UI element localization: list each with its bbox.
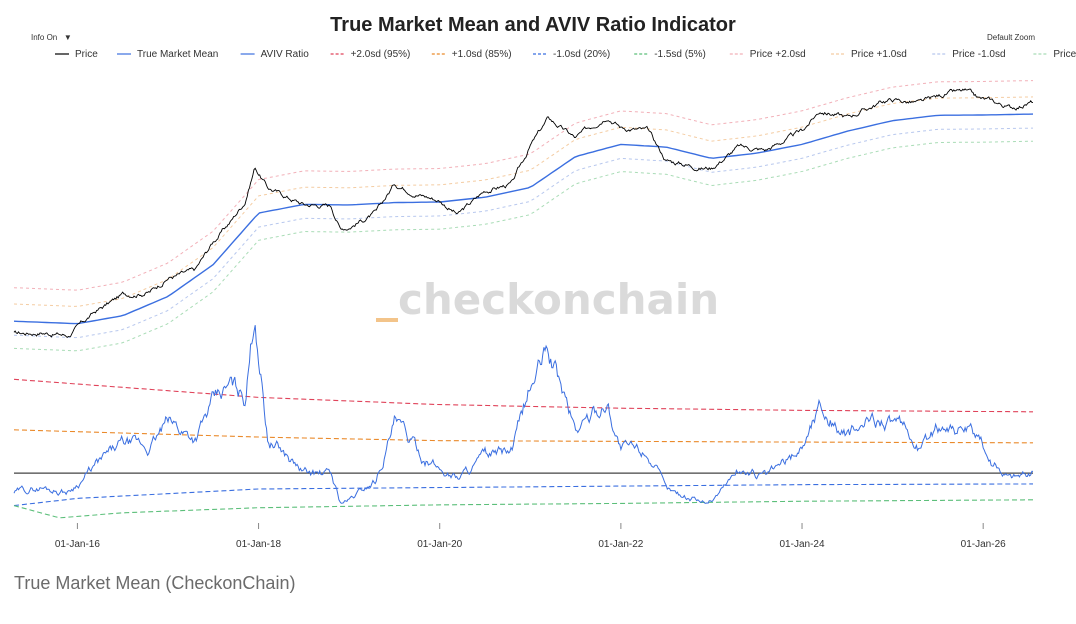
legend-item-tmm[interactable]: True Market Mean bbox=[117, 49, 218, 60]
chevron-down-icon: ▼ bbox=[63, 33, 72, 42]
legend-label-band_m1: Price -1.0sd bbox=[952, 49, 1005, 60]
legend-item-band_m1[interactable]: Price -1.0sd bbox=[932, 49, 1006, 60]
legend-item-sd_p2[interactable]: +2.0sd (95%) bbox=[330, 49, 411, 60]
x-tick-label: 01-Jan-16 bbox=[55, 539, 100, 550]
legend-item-band_p2[interactable]: Price +2.0sd bbox=[729, 49, 806, 60]
info-toggle-label: Info On bbox=[31, 33, 58, 42]
price-panel[interactable] bbox=[13, 80, 1034, 352]
sd-line-sd_minus_1_5 bbox=[13, 499, 1033, 519]
legend-item-sd_p1[interactable]: +1.0sd (85%) bbox=[431, 49, 512, 60]
watermark-accent bbox=[376, 318, 398, 322]
x-axis: 01-Jan-16 01-Jan-18 01-Jan-20 01-Jan-22 01-J… bbox=[55, 523, 1006, 550]
x-tick-label: 01-Jan-24 bbox=[780, 539, 825, 550]
band-price_plus_2sd bbox=[13, 80, 1034, 291]
x-tick-label: 01-Jan-18 bbox=[236, 539, 281, 550]
legend-label-tmm: True Market Mean bbox=[137, 49, 218, 60]
legend-item-sd_m15[interactable]: -1.5sd (5%) bbox=[634, 49, 706, 60]
chart-title: True Market Mean and AVIV Ratio Indicato… bbox=[330, 14, 736, 36]
legend-item-band_p1[interactable]: Price +1.0sd bbox=[831, 49, 907, 60]
legend-label-sd_p1: +1.0sd (85%) bbox=[452, 49, 512, 60]
chart-canvas[interactable]: Price True Market Mean AVIV Ratio +2.0sd (9… bbox=[0, 0, 1076, 560]
legend-label-band_m15: Price -1.5sd bbox=[1053, 49, 1076, 60]
legend-label-sd_p2: +2.0sd (95%) bbox=[351, 49, 411, 60]
price-line bbox=[13, 88, 1033, 338]
true-market-mean-line bbox=[13, 113, 1034, 325]
legend-label-aviv: AVIV Ratio bbox=[261, 49, 310, 60]
info-toggle[interactable]: Info On ▼ bbox=[31, 33, 72, 42]
legend-item-band_m15[interactable]: Price -1.5sd bbox=[1033, 49, 1076, 60]
legend-item-sd_m1[interactable]: -1.0sd (20%) bbox=[533, 49, 610, 60]
legend-item-aviv[interactable]: AVIV Ratio bbox=[240, 49, 310, 60]
chart-caption: True Market Mean (CheckonChain) bbox=[14, 573, 296, 593]
x-tick-label: 01-Jan-22 bbox=[598, 539, 643, 550]
default-zoom-button[interactable]: Default Zoom bbox=[986, 33, 1035, 42]
sd-line-sd_plus_1 bbox=[13, 429, 1033, 444]
legend-label-band_p2: Price +2.0sd bbox=[750, 49, 806, 60]
watermark-text: checkonchain bbox=[398, 275, 719, 324]
chart-legend: Price True Market Mean AVIV Ratio +2.0sd (9… bbox=[55, 49, 1076, 60]
sd-line-sd_plus_2 bbox=[13, 378, 1033, 413]
sd-line-sd_minus_1 bbox=[13, 483, 1034, 507]
legend-label-price: Price bbox=[75, 49, 98, 60]
x-tick-label: 01-Jan-20 bbox=[417, 539, 462, 550]
x-tick-label: 01-Jan-26 bbox=[961, 539, 1006, 550]
legend-item-price[interactable]: Price bbox=[55, 49, 98, 60]
legend-label-band_p1: Price +1.0sd bbox=[851, 49, 907, 60]
aviv-line bbox=[13, 325, 1034, 504]
legend-label-sd_m1: -1.0sd (20%) bbox=[553, 49, 610, 60]
legend-label-sd_m15: -1.5sd (5%) bbox=[654, 49, 706, 60]
aviv-panel[interactable] bbox=[13, 325, 1034, 519]
